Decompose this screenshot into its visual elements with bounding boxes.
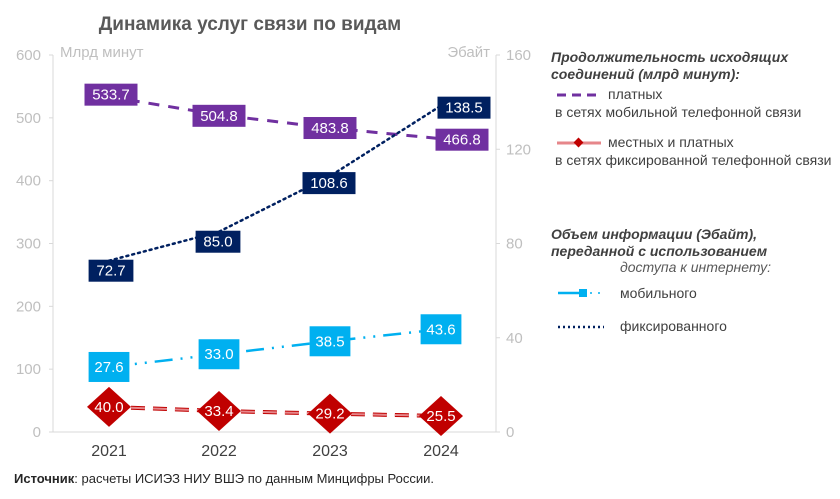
legend-diamond-marker-icon [573, 137, 584, 148]
legend-dot [598, 292, 600, 294]
data-label-box [84, 83, 138, 106]
data-label: 483.8 [311, 120, 349, 137]
data-label-box [435, 128, 489, 151]
legend-dot [590, 292, 592, 294]
left-tick-label: 300 [16, 236, 41, 253]
data-label: 504.8 [200, 108, 238, 125]
right-tick-label: 120 [506, 141, 531, 158]
legend-item1-line2: в сетях мобильной телефонной связи [555, 104, 801, 120]
right-axis-unit: Эбайт [447, 44, 490, 61]
data-label: 108.6 [310, 175, 348, 192]
source-label: Источник [14, 471, 75, 486]
data-label: 27.6 [94, 359, 123, 376]
line-fixed_minutes [108, 405, 442, 417]
data-label-box [88, 259, 134, 282]
left-tick-label: 600 [16, 47, 41, 64]
left-tick-label: 400 [16, 173, 41, 190]
data-labels: 533.7 504.8 483.8 466.8 40.0 33.4 29.2 25.5 27.6… [84, 83, 491, 436]
data-label-box [195, 230, 241, 253]
data-label: 85.0 [203, 234, 232, 251]
point-marker-square [88, 351, 130, 382]
series-fixed_minutes [108, 404, 442, 418]
right-tick-label: 0 [506, 424, 514, 441]
point-marker-diamond [419, 395, 463, 436]
data-label-box [192, 104, 246, 127]
data-label: 72.7 [96, 263, 125, 280]
data-label: 33.4 [204, 403, 233, 420]
left-tick-label: 100 [16, 361, 41, 378]
right-tick-label: 80 [506, 236, 523, 253]
series-mobile_minutes [108, 95, 442, 141]
axes: Млрд минут Эбайт [52, 44, 497, 433]
point-marker-square [309, 326, 351, 357]
line-fixed_internet [107, 104, 443, 262]
point-marker-diamond [87, 386, 131, 427]
legend-group2-title-line2: переданной с использованием [551, 243, 768, 259]
legend-item4: фиксированного [620, 318, 727, 334]
source-text: : расчеты ИСИЭЗ НИУ ВШЭ по данным Минциф… [74, 471, 434, 486]
line-mobile_minutes [108, 95, 442, 141]
legend-group2-subtitle: доступа к интернету: [620, 259, 771, 275]
x-tick-label: 2024 [423, 443, 459, 460]
legend-square-marker-icon [579, 289, 587, 297]
line-mobile_internet [108, 328, 442, 369]
left-axis-unit: Млрд минут [60, 44, 144, 61]
data-label: 25.5 [426, 408, 455, 425]
point-marker-diamond [308, 393, 352, 434]
left-axis-ticks: 0 100 200 300 400 500 600 [16, 47, 53, 441]
data-label-box [437, 96, 491, 119]
point-marker-diamond [197, 391, 241, 432]
x-tick-label: 2021 [91, 443, 127, 460]
data-label: 533.7 [92, 87, 130, 104]
legend: Продолжительность исходящих соединений (… [551, 49, 831, 334]
series-layer [107, 95, 443, 418]
data-label: 29.2 [315, 406, 344, 423]
data-label: 43.6 [426, 321, 455, 338]
data-label: 138.5 [445, 100, 483, 117]
legend-group2-title-line1: Объем информации (Эбайт), [551, 226, 757, 242]
chart-title: Динамика услуг связи по видам [99, 14, 401, 35]
data-label: 40.0 [94, 399, 123, 416]
right-tick-label: 160 [506, 47, 531, 64]
legend-item2-line2: в сетях фиксированной телефонной связи [555, 152, 831, 168]
legend-item1-line1: платных [608, 86, 662, 102]
left-tick-label: 500 [16, 110, 41, 127]
legend-group1-title-line2: соединений (млрд минут): [551, 66, 740, 82]
point-marker-square [420, 314, 462, 345]
left-tick-label: 0 [33, 424, 41, 441]
x-tick-label: 2022 [201, 443, 237, 460]
legend-item2-line1: местных и платных [608, 134, 734, 150]
left-tick-label: 200 [16, 298, 41, 315]
data-label-box [303, 117, 357, 140]
data-label: 38.5 [315, 333, 344, 350]
data-label: 33.0 [204, 346, 233, 363]
right-axis-ticks: 0 40 80 120 160 [496, 47, 531, 441]
legend-item3: мобильного [620, 285, 697, 301]
series-fixed_internet [107, 104, 443, 262]
data-label-box [302, 172, 356, 195]
source-note: Источник: расчеты ИСИЭЗ НИУ ВШЭ по данны… [14, 471, 434, 486]
x-tick-label: 2023 [312, 443, 348, 460]
x-axis-labels: 2021 2022 2023 2024 [91, 443, 459, 460]
right-tick-label: 40 [506, 330, 523, 347]
point-marker-square [198, 339, 240, 370]
data-label: 466.8 [443, 132, 481, 149]
series-mobile_internet [108, 328, 442, 369]
legend-group1-title-line1: Продолжительность исходящих [551, 49, 789, 65]
